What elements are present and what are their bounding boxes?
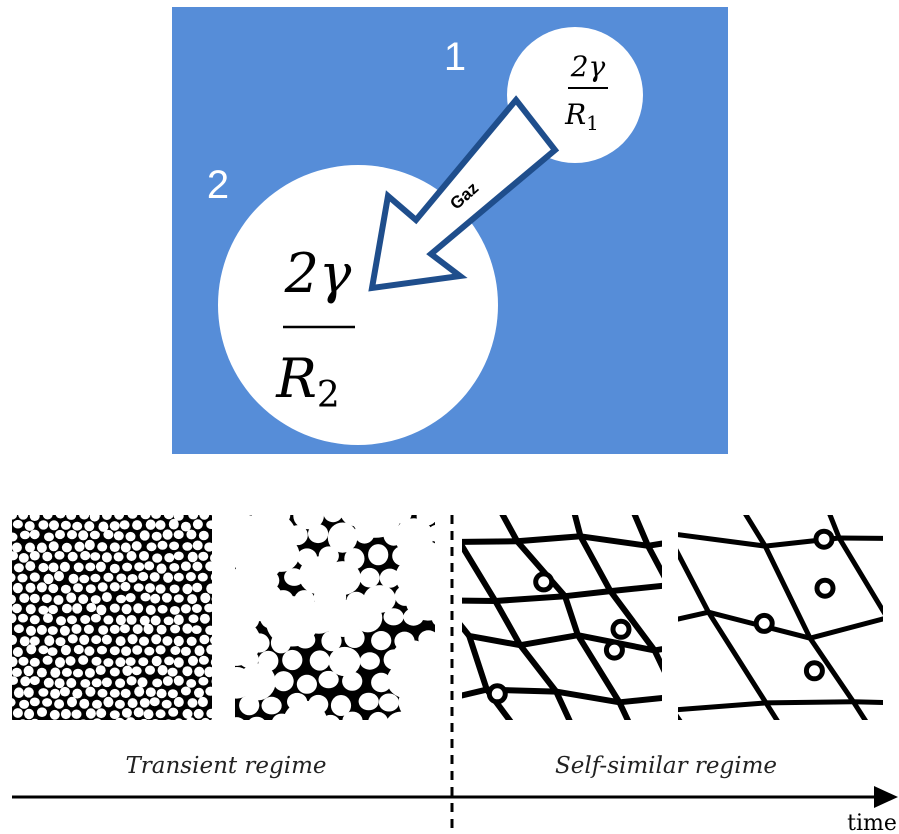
large-denominator-letter: R	[275, 347, 317, 410]
small-denominator-letter: R	[564, 98, 586, 131]
gas-flow-arrow	[368, 95, 560, 292]
foam-snapshot-3	[462, 515, 662, 720]
foam-snapshot-4	[678, 515, 883, 720]
large-bubble-pressure: 2γ R2	[275, 242, 355, 416]
self-similar-regime-label: Self-similar regime	[555, 753, 777, 779]
time-axis-label: time	[847, 811, 897, 834]
foam-snapshot-2	[235, 515, 435, 720]
small-bubble-pressure: 2γ R1	[564, 50, 608, 135]
large-denominator: R2	[275, 347, 340, 416]
transient-regime-label: Transient regime	[125, 753, 326, 779]
small-numerator: 2γ	[570, 50, 606, 83]
small-denominator-subscript: 1	[586, 111, 599, 135]
large-denominator-subscript: 2	[317, 375, 340, 416]
foam-snapshot-1	[12, 515, 212, 720]
coarsening-diagram: 1 2 Gaz 2γ R1 2γ R2	[172, 7, 728, 454]
region-label-2: 2	[207, 163, 229, 207]
coarsening-timeline: Transient regime Self-similar regime tim…	[12, 515, 898, 834]
large-numerator: 2γ	[284, 242, 352, 305]
small-denominator: R1	[564, 98, 599, 135]
region-label-1: 1	[444, 35, 466, 79]
time-axis-arrowhead	[874, 786, 898, 808]
